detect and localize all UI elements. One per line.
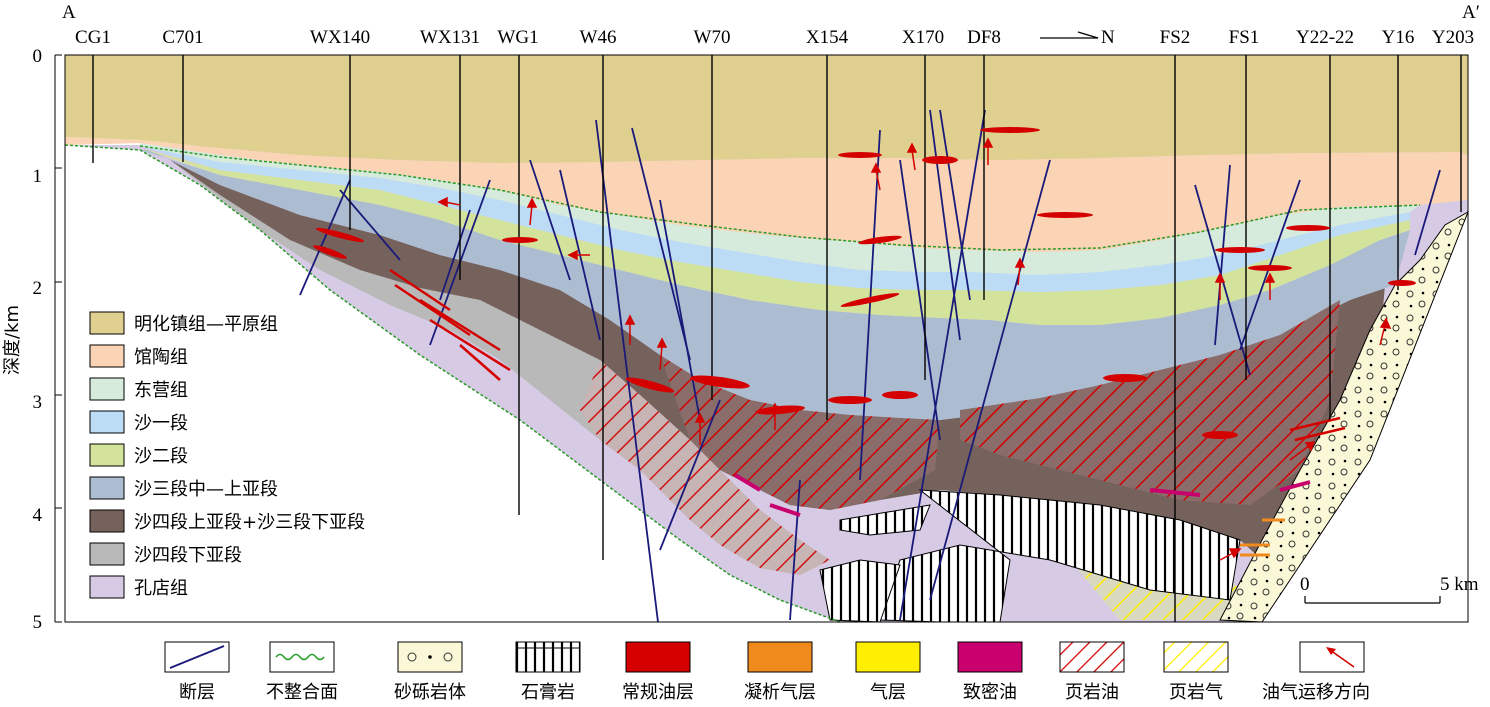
legend-swatch [89,443,125,467]
well-label: Y22-22 [1296,27,1354,48]
gypsum-icon [515,641,581,673]
oil-layers [313,127,1416,439]
well-label: WX140 [310,27,370,48]
well-label: FS2 [1160,27,1191,48]
legend-symbol-label: 油气运移方向 [1262,682,1370,703]
legend-swatch [89,410,125,434]
legend-label: 东营组 [134,380,188,401]
layer-minghuazhen [65,55,1468,163]
well-label: CG1 [75,27,111,48]
section-frame [64,54,1469,623]
legend-symbol-label: 不整合面 [266,682,338,703]
legend-symbol-label: 气层 [870,682,906,703]
unconformity-line-top [139,145,1421,251]
depth-axis-label: 深度/km [2,305,23,375]
shale-oil-streaks [389,268,1346,442]
tight-oil [733,473,1311,517]
condensate-gas-icon [747,641,813,673]
shale-gas-icon [1163,641,1229,673]
legend-symbol-label: 页岩油 [1065,682,1119,703]
well-label: W70 [694,27,731,48]
north-indicator: N [1040,27,1115,48]
layer-es1 [140,146,1410,292]
well-label: Y16 [1382,27,1415,48]
migration-arrows [437,137,1392,561]
legend-label: 孔店组 [134,578,188,599]
symbol-legend: 断层 不整合面 砂砾岩体 石膏岩 常规油层 凝析气层 气层 致密油 页岩油 页岩… [164,641,1370,703]
legend-swatch [89,344,125,368]
section-end-label: A′ [1462,2,1480,23]
depth-tick-3: 3 [33,392,43,413]
depth-tick-4: 4 [33,505,43,526]
depth-tick-5: 5 [33,612,43,633]
well-label: WG1 [497,27,538,48]
shale-oil-icon [1059,641,1125,673]
well-label: WX131 [420,27,480,48]
scale-end: 5 km [1440,574,1479,595]
tight-oil-icon [957,641,1023,673]
well-label: FS1 [1229,27,1260,48]
shale-oil-zone-right [960,300,1340,505]
unconformity-line-base [64,144,841,623]
legend-swatch [89,575,125,599]
legend-symbol-label: 致密油 [963,682,1017,703]
gypsum-zone-3 [839,504,931,536]
legend-symbol-label: 常规油层 [622,682,694,703]
depth-tick-1: 1 [33,166,43,187]
legend-swatch [89,476,125,500]
wells [92,55,1462,622]
legend-label: 沙二段 [134,446,188,467]
well-labels: CG1 C701 WX140 WX131 WG1 W46 W70 X154 X1… [75,27,1474,48]
shale-oil-zone-left [580,360,830,575]
legend-symbol-label: 页岩气 [1169,682,1223,703]
north-label: N [1101,27,1115,48]
gas-layer-icon [855,641,921,673]
well-label: C701 [162,27,203,48]
legend-swatch [89,542,125,566]
well-label: W46 [580,27,617,48]
legend-label: 沙四段下亚段 [134,545,242,566]
strata-legend: 明化镇组—平原组 馆陶组 东营组 沙一段 沙二段 沙三段中—上亚段 沙四段上亚段… [89,311,365,599]
condensate-gas [1240,518,1285,557]
legend-swatch [89,377,125,401]
well-label: DF8 [967,27,1001,48]
faults [299,109,1441,623]
legend-symbol-label: 砂砾岩体 [394,682,466,703]
legend-label: 沙四段上亚段+沙三段下亚段 [134,512,365,533]
well-label: X170 [902,27,944,48]
unconformity-icon [269,641,335,673]
scale-start: 0 [1300,574,1310,595]
layer-guantao [65,137,1468,252]
layer-es2 [140,148,1410,325]
scale-bar: 0 5 km [1300,574,1479,604]
legend-symbol-label: 凝析气层 [744,682,816,703]
cross-section [64,55,1469,623]
legend-label: 馆陶组 [134,347,188,368]
legend-symbol-label: 石膏岩 [521,681,575,703]
legend-swatch [89,311,125,335]
well-label: Y203 [1432,27,1474,48]
conventional-oil-icon [625,641,691,673]
legend-label: 沙一段 [134,413,188,434]
legend-symbol-label: 断层 [179,682,215,703]
legend-swatch [89,509,125,533]
migration-arrow-icon [1299,641,1365,673]
shale-oil-zone-mid [660,355,940,510]
depth-axis: 0 1 2 3 4 5 深度/km [2,46,62,633]
section-start-label: A [62,2,76,23]
layer-es3-mid-upper [140,150,1410,420]
depth-tick-2: 2 [33,278,43,299]
depth-tick-0: 0 [33,46,43,67]
gypsum-zone-2 [819,559,901,623]
legend-label: 明化镇组—平原组 [134,314,278,335]
layer-dongying [140,143,1420,275]
well-label: X154 [806,27,849,48]
legend-label: 沙三段中—上亚段 [134,479,278,500]
